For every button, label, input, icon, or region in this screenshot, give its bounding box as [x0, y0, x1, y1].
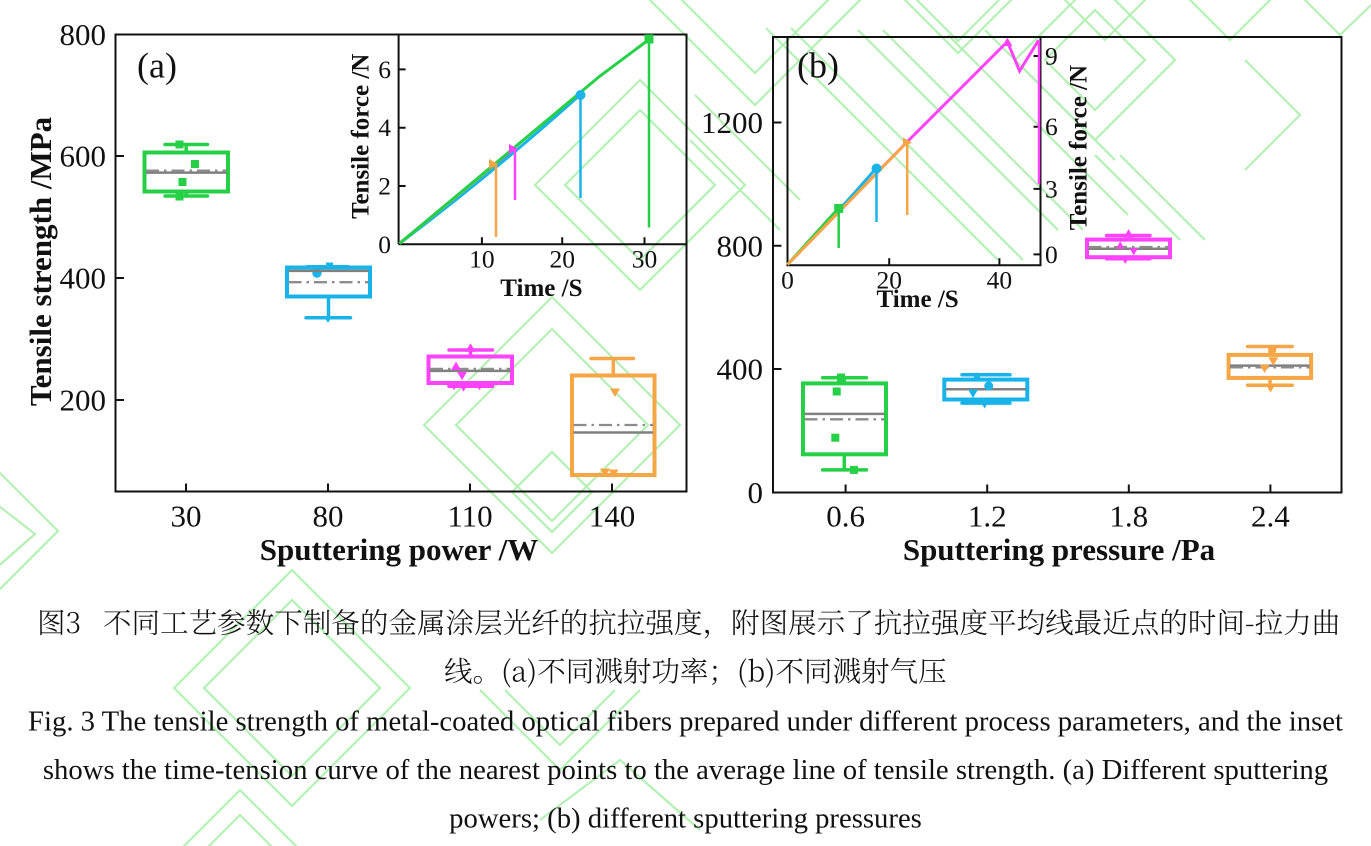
- svg-text:30: 30: [171, 499, 202, 534]
- svg-text:0: 0: [781, 266, 794, 295]
- svg-text:Fig. 3 The tensile strength of: Fig. 3 The tensile strength of metal-coa…: [28, 706, 1343, 738]
- svg-text:20: 20: [549, 244, 575, 273]
- svg-text:800: 800: [60, 17, 107, 52]
- svg-text:140: 140: [589, 499, 636, 534]
- svg-text:600: 600: [60, 139, 107, 174]
- svg-text:6: 6: [378, 55, 391, 84]
- svg-text:Tensile strength /MPa: Tensile strength /MPa: [23, 116, 58, 406]
- svg-text:200: 200: [60, 383, 107, 418]
- svg-text:110: 110: [447, 499, 492, 534]
- svg-text:1.2: 1.2: [968, 499, 1007, 534]
- svg-text:Tensile force /N: Tensile force /N: [1066, 65, 1093, 230]
- svg-text:9: 9: [1045, 41, 1058, 70]
- svg-text:(b): (b): [797, 46, 839, 86]
- svg-text:Tensile force /N: Tensile force /N: [348, 54, 375, 219]
- svg-text:80: 80: [313, 499, 344, 534]
- svg-text:4: 4: [378, 113, 391, 142]
- svg-text:1.8: 1.8: [1109, 499, 1148, 534]
- svg-text:30: 30: [632, 244, 658, 273]
- svg-text:shows the time-tension curve o: shows the time-tension curve of the near…: [43, 754, 1328, 786]
- svg-text:0.6: 0.6: [826, 499, 865, 534]
- svg-text:Time /S: Time /S: [500, 275, 582, 302]
- svg-text:Sputtering power /W: Sputtering power /W: [260, 532, 538, 567]
- svg-text:(a): (a): [137, 46, 177, 86]
- svg-text:0: 0: [378, 230, 391, 259]
- svg-text:0: 0: [1045, 240, 1058, 269]
- svg-text:20: 20: [876, 266, 902, 295]
- svg-text:Sputtering pressure /Pa: Sputtering pressure /Pa: [903, 532, 1216, 567]
- svg-text:400: 400: [717, 352, 764, 387]
- svg-text:10: 10: [469, 244, 495, 273]
- svg-text:powers; (b) different sputteri: powers; (b) different sputtering pressur…: [449, 803, 922, 835]
- svg-text:40: 40: [987, 266, 1013, 295]
- svg-text:800: 800: [717, 228, 764, 263]
- svg-text:6: 6: [1045, 112, 1058, 141]
- svg-text:2: 2: [378, 172, 391, 201]
- svg-text:2.4: 2.4: [1251, 499, 1290, 534]
- svg-text:400: 400: [60, 261, 107, 296]
- svg-text:3: 3: [1045, 174, 1058, 203]
- svg-text:1200: 1200: [701, 105, 763, 140]
- svg-text:0: 0: [748, 475, 764, 510]
- svg-text:Time /S: Time /S: [876, 286, 958, 313]
